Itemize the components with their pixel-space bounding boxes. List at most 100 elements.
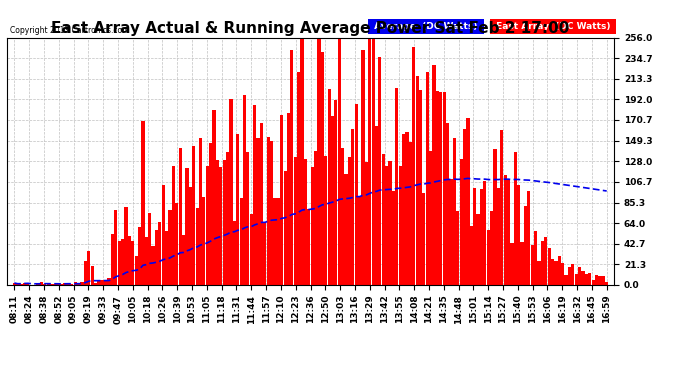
Bar <box>412 47 415 285</box>
Bar <box>477 214 480 285</box>
Bar <box>415 76 419 285</box>
Bar <box>419 90 422 285</box>
Bar <box>520 242 524 285</box>
Bar <box>179 148 181 285</box>
Bar <box>337 38 341 285</box>
Bar <box>53 284 57 285</box>
Bar <box>145 237 148 285</box>
Bar <box>236 134 239 285</box>
Bar <box>571 264 575 285</box>
Text: Copyright 2013 Cartronics.com: Copyright 2013 Cartronics.com <box>10 26 130 35</box>
Bar <box>141 121 144 285</box>
Bar <box>60 284 63 285</box>
Bar <box>16 284 19 285</box>
Bar <box>314 151 317 285</box>
Bar <box>307 209 310 285</box>
Bar <box>189 187 192 285</box>
Bar <box>87 251 90 285</box>
Bar <box>253 105 256 285</box>
Bar <box>402 134 405 285</box>
Bar <box>117 241 121 285</box>
Bar <box>19 284 23 285</box>
Bar <box>466 118 469 285</box>
Bar <box>355 104 358 285</box>
Bar <box>63 282 67 285</box>
Bar <box>456 211 460 285</box>
Bar <box>558 255 561 285</box>
Bar <box>564 274 568 285</box>
Bar <box>334 100 337 285</box>
Bar <box>588 273 591 285</box>
Bar <box>70 284 73 285</box>
Bar <box>152 246 155 285</box>
Bar <box>317 38 321 285</box>
Bar <box>408 142 412 285</box>
Bar <box>348 157 351 285</box>
Bar <box>578 267 581 285</box>
Bar <box>104 280 108 285</box>
Bar <box>182 235 185 285</box>
Bar <box>67 284 70 285</box>
Bar <box>527 192 531 285</box>
Bar <box>111 234 114 285</box>
Bar <box>388 161 392 285</box>
Bar <box>513 152 517 285</box>
Bar <box>243 94 246 285</box>
Bar <box>223 160 226 285</box>
Bar <box>575 274 578 285</box>
Bar <box>287 113 290 285</box>
Bar <box>406 132 408 285</box>
Bar <box>172 166 175 285</box>
Bar <box>541 241 544 285</box>
Bar <box>538 261 540 285</box>
Bar <box>500 129 504 285</box>
Bar <box>229 99 233 285</box>
Bar <box>561 263 564 285</box>
Text: Average  (DC Watts): Average (DC Watts) <box>371 22 481 31</box>
Bar <box>582 271 584 285</box>
Bar <box>483 181 486 285</box>
Bar <box>155 231 158 285</box>
Bar <box>392 190 395 285</box>
Bar <box>250 214 253 285</box>
Bar <box>605 282 609 285</box>
Bar <box>490 211 493 285</box>
Bar <box>161 185 165 285</box>
Bar <box>517 185 520 285</box>
Bar <box>440 93 442 285</box>
Bar <box>602 276 605 285</box>
Bar <box>195 208 199 285</box>
Bar <box>270 141 273 285</box>
Bar <box>266 137 270 285</box>
Bar <box>260 123 263 285</box>
Bar <box>158 222 161 285</box>
Bar <box>168 210 172 285</box>
Bar <box>504 175 506 285</box>
Bar <box>341 148 344 285</box>
Title: East Array Actual & Running Average Power Sat Feb 2 17:00: East Array Actual & Running Average Powe… <box>51 21 570 36</box>
Bar <box>81 282 83 285</box>
Bar <box>12 283 16 285</box>
Bar <box>442 92 446 285</box>
Bar <box>382 154 385 285</box>
Bar <box>43 284 46 285</box>
Bar <box>37 284 39 285</box>
Bar <box>97 280 101 285</box>
Bar <box>531 245 534 285</box>
Bar <box>192 146 195 285</box>
Bar <box>371 38 375 285</box>
Bar <box>554 261 558 285</box>
Bar <box>284 171 287 285</box>
Bar <box>548 248 551 285</box>
Text: East Array  (DC Watts): East Array (DC Watts) <box>493 22 613 31</box>
Bar <box>294 157 297 285</box>
Bar <box>101 280 104 285</box>
Bar <box>351 129 355 285</box>
Bar <box>131 242 135 285</box>
Bar <box>595 274 598 285</box>
Bar <box>480 189 483 285</box>
Bar <box>507 179 510 285</box>
Bar <box>426 72 429 285</box>
Bar <box>449 179 453 285</box>
Bar <box>453 138 456 285</box>
